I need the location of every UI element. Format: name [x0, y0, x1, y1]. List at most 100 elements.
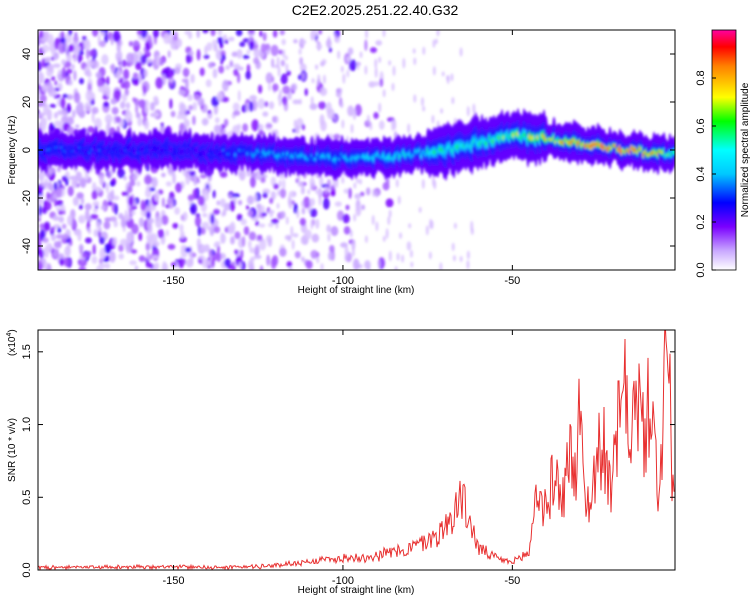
noise-blob: [236, 49, 243, 59]
noise-blob: [396, 252, 400, 261]
noise-blob: [90, 213, 99, 220]
noise-blob: [58, 216, 65, 223]
spectrogram-y-label: Frequency (Hz): [7, 116, 18, 185]
noise-blob: [160, 122, 164, 127]
noise-blob: [271, 115, 277, 123]
noise-blob: [291, 200, 295, 205]
noise-blob: [41, 44, 50, 53]
noise-blob: [293, 119, 297, 129]
spectrogram-y-tick-label: -20: [21, 190, 33, 206]
noise-blob: [110, 98, 118, 105]
noise-blob: [466, 106, 470, 117]
noise-blob: [131, 249, 138, 254]
snr-y-tick-label: 1.5: [21, 344, 33, 359]
snr-x-tick-label: -150: [163, 575, 185, 587]
noise-blob: [159, 125, 166, 134]
noise-blob: [152, 241, 160, 247]
noise-blob: [367, 264, 371, 270]
noise-blob: [46, 81, 53, 94]
snr-frame: [37, 329, 676, 571]
noise-blob: [104, 113, 113, 124]
noise-blob: [78, 78, 85, 85]
noise-blob: [135, 103, 139, 114]
noise-blob: [279, 172, 285, 179]
noise-blob: [60, 97, 66, 109]
noise-blob: [273, 183, 279, 190]
noise-blob: [245, 70, 252, 80]
noise-blob: [351, 247, 355, 257]
noise-blob: [278, 179, 282, 188]
noise-blob: [121, 59, 127, 68]
noise-blob: [192, 115, 196, 126]
noise-blob: [157, 228, 165, 239]
noise-blob: [66, 52, 72, 64]
noise-blob: [290, 225, 294, 237]
noise-blob: [134, 265, 139, 270]
spectrogram-y-tick-label: -40: [21, 238, 33, 254]
noise-blob: [284, 55, 289, 61]
noise-blob: [288, 266, 293, 270]
noise-blob: [114, 72, 119, 79]
noise-blob: [57, 109, 65, 116]
noise-blob: [346, 56, 352, 62]
noise-blob: [332, 178, 336, 189]
noise-blob: [158, 57, 164, 66]
noise-blob: [161, 172, 166, 178]
noise-blob: [349, 59, 357, 72]
noise-blob: [320, 263, 324, 270]
noise-blob: [382, 89, 386, 98]
noise-blob: [185, 54, 191, 64]
noise-blob: [301, 72, 305, 80]
noise-blob: [265, 123, 273, 128]
noise-blob: [104, 33, 109, 44]
noise-blob: [142, 84, 147, 95]
noise-blob: [197, 97, 205, 107]
noise-blob: [413, 94, 417, 103]
noise-blob: [133, 72, 138, 78]
noise-blob: [136, 30, 142, 36]
noise-blob: [270, 218, 279, 225]
noise-blob: [165, 229, 169, 237]
snr-x-label: Height of straight line (km): [298, 585, 415, 596]
noise-blob: [139, 73, 143, 84]
noise-blob: [359, 51, 363, 59]
noise-blob: [418, 206, 422, 213]
noise-blob: [265, 72, 273, 84]
noise-blob: [202, 213, 208, 218]
noise-blob: [280, 211, 286, 219]
noise-blob: [315, 218, 320, 230]
noise-blob: [317, 74, 321, 84]
colorbar-tick-label: 0.8: [695, 70, 707, 85]
noise-blob: [219, 36, 224, 48]
noise-blob: [451, 97, 455, 105]
noise-blob: [153, 95, 159, 102]
noise-blob: [161, 214, 169, 226]
noise-blob: [213, 226, 221, 234]
noise-blob: [266, 254, 271, 267]
noise-blob: [167, 72, 173, 79]
noise-blob: [425, 225, 429, 236]
noise-blob: [238, 200, 243, 206]
noise-blob: [146, 233, 154, 241]
noise-blob: [79, 179, 87, 188]
noise-blob: [365, 187, 371, 196]
noise-blob: [249, 95, 258, 101]
noise-blob: [84, 203, 92, 211]
noise-blob: [63, 257, 70, 267]
noise-blob: [146, 250, 150, 261]
noise-blob: [52, 63, 61, 68]
noise-blob: [347, 105, 354, 117]
noise-blob: [421, 96, 425, 107]
noise-blob: [173, 31, 179, 39]
noise-blob: [270, 44, 279, 57]
noise-blob: [123, 68, 130, 80]
noise-blob: [116, 52, 123, 63]
noise-blob: [128, 40, 133, 47]
noise-blob: [287, 195, 291, 207]
noise-blob: [243, 226, 250, 236]
noise-blob: [43, 221, 51, 232]
noise-blob: [378, 259, 382, 270]
noise-blob: [259, 238, 267, 251]
noise-blob: [436, 30, 440, 37]
noise-blob: [41, 58, 46, 69]
